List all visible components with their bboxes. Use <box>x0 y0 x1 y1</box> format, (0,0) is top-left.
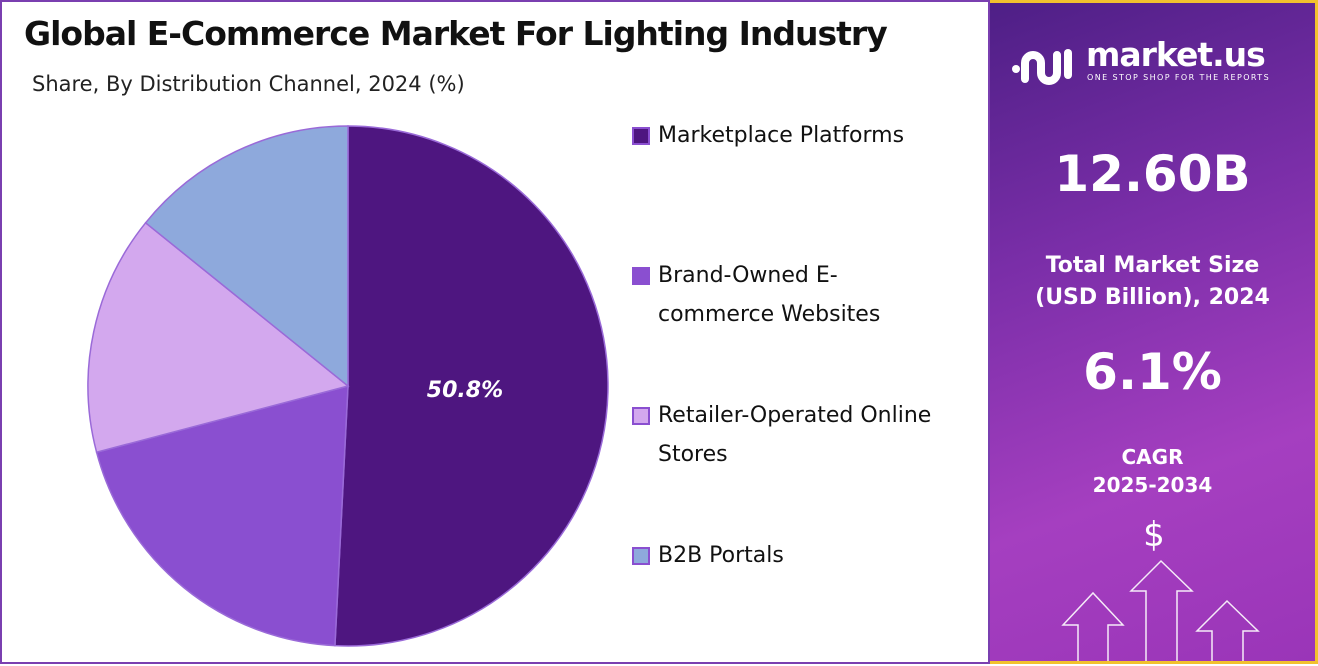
summary-panel: market.us ONE STOP SHOP FOR THE REPORTS … <box>990 0 1318 664</box>
market-us-logo-icon <box>1012 49 1072 85</box>
pie-slice <box>334 125 609 647</box>
legend-label: Marketplace Platforms <box>658 116 904 155</box>
chart-title: Global E-Commerce Market For Lighting In… <box>24 14 888 53</box>
legend-swatch <box>632 407 650 425</box>
market-size-label-year: (USD Billion), 2024 <box>1035 285 1270 310</box>
market-size-value: 12.60B <box>1054 145 1251 203</box>
legend-label: Retailer-Operated Online Stores <box>658 396 931 474</box>
legend-label-line: commerce Websites <box>658 302 881 327</box>
growth-arrows-icon <box>1061 559 1260 661</box>
legend-label: Brand-Owned E-commerce Websites <box>658 256 880 334</box>
dollar-icon: $ <box>1143 515 1165 555</box>
legend-label-line: Stores <box>658 442 728 467</box>
legend-label-line: B2B Portals <box>658 543 784 568</box>
legend-label-line: Brand-Owned E- <box>658 263 838 288</box>
chart-panel: Global E-Commerce Market For Lighting In… <box>0 0 990 664</box>
legend-label-line: Marketplace Platforms <box>658 123 905 148</box>
legend-label: B2B Portals <box>658 536 784 575</box>
chart-subtitle: Share, By Distribution Channel, 2024 (%) <box>32 72 465 96</box>
cagr-value: 6.1% <box>1083 343 1222 401</box>
pie-slice <box>87 221 350 454</box>
legend-label-line: Retailer-Operated Online <box>658 403 932 428</box>
legend-swatch <box>632 127 650 145</box>
pie-slice <box>144 125 349 388</box>
legend-item: Marketplace Platforms <box>632 116 904 155</box>
legend-swatch <box>632 547 650 565</box>
logo-name: market.us <box>1086 35 1266 74</box>
logo-tagline: ONE STOP SHOP FOR THE REPORTS <box>1087 73 1271 82</box>
legend-item: B2B Portals <box>632 536 784 575</box>
pie-slice <box>95 385 349 647</box>
cagr-label: CAGR <box>1121 445 1184 469</box>
cagr-period: 2025-2034 <box>1092 473 1213 497</box>
legend-item: Retailer-Operated Online Stores <box>632 396 931 474</box>
market-size-label: Total Market Size <box>1045 253 1260 278</box>
legend-item: Brand-Owned E-commerce Websites <box>632 256 880 334</box>
pie-chart: 50.8% <box>87 125 609 647</box>
legend-swatch <box>632 267 650 285</box>
data-label: 50.8% <box>427 378 503 403</box>
